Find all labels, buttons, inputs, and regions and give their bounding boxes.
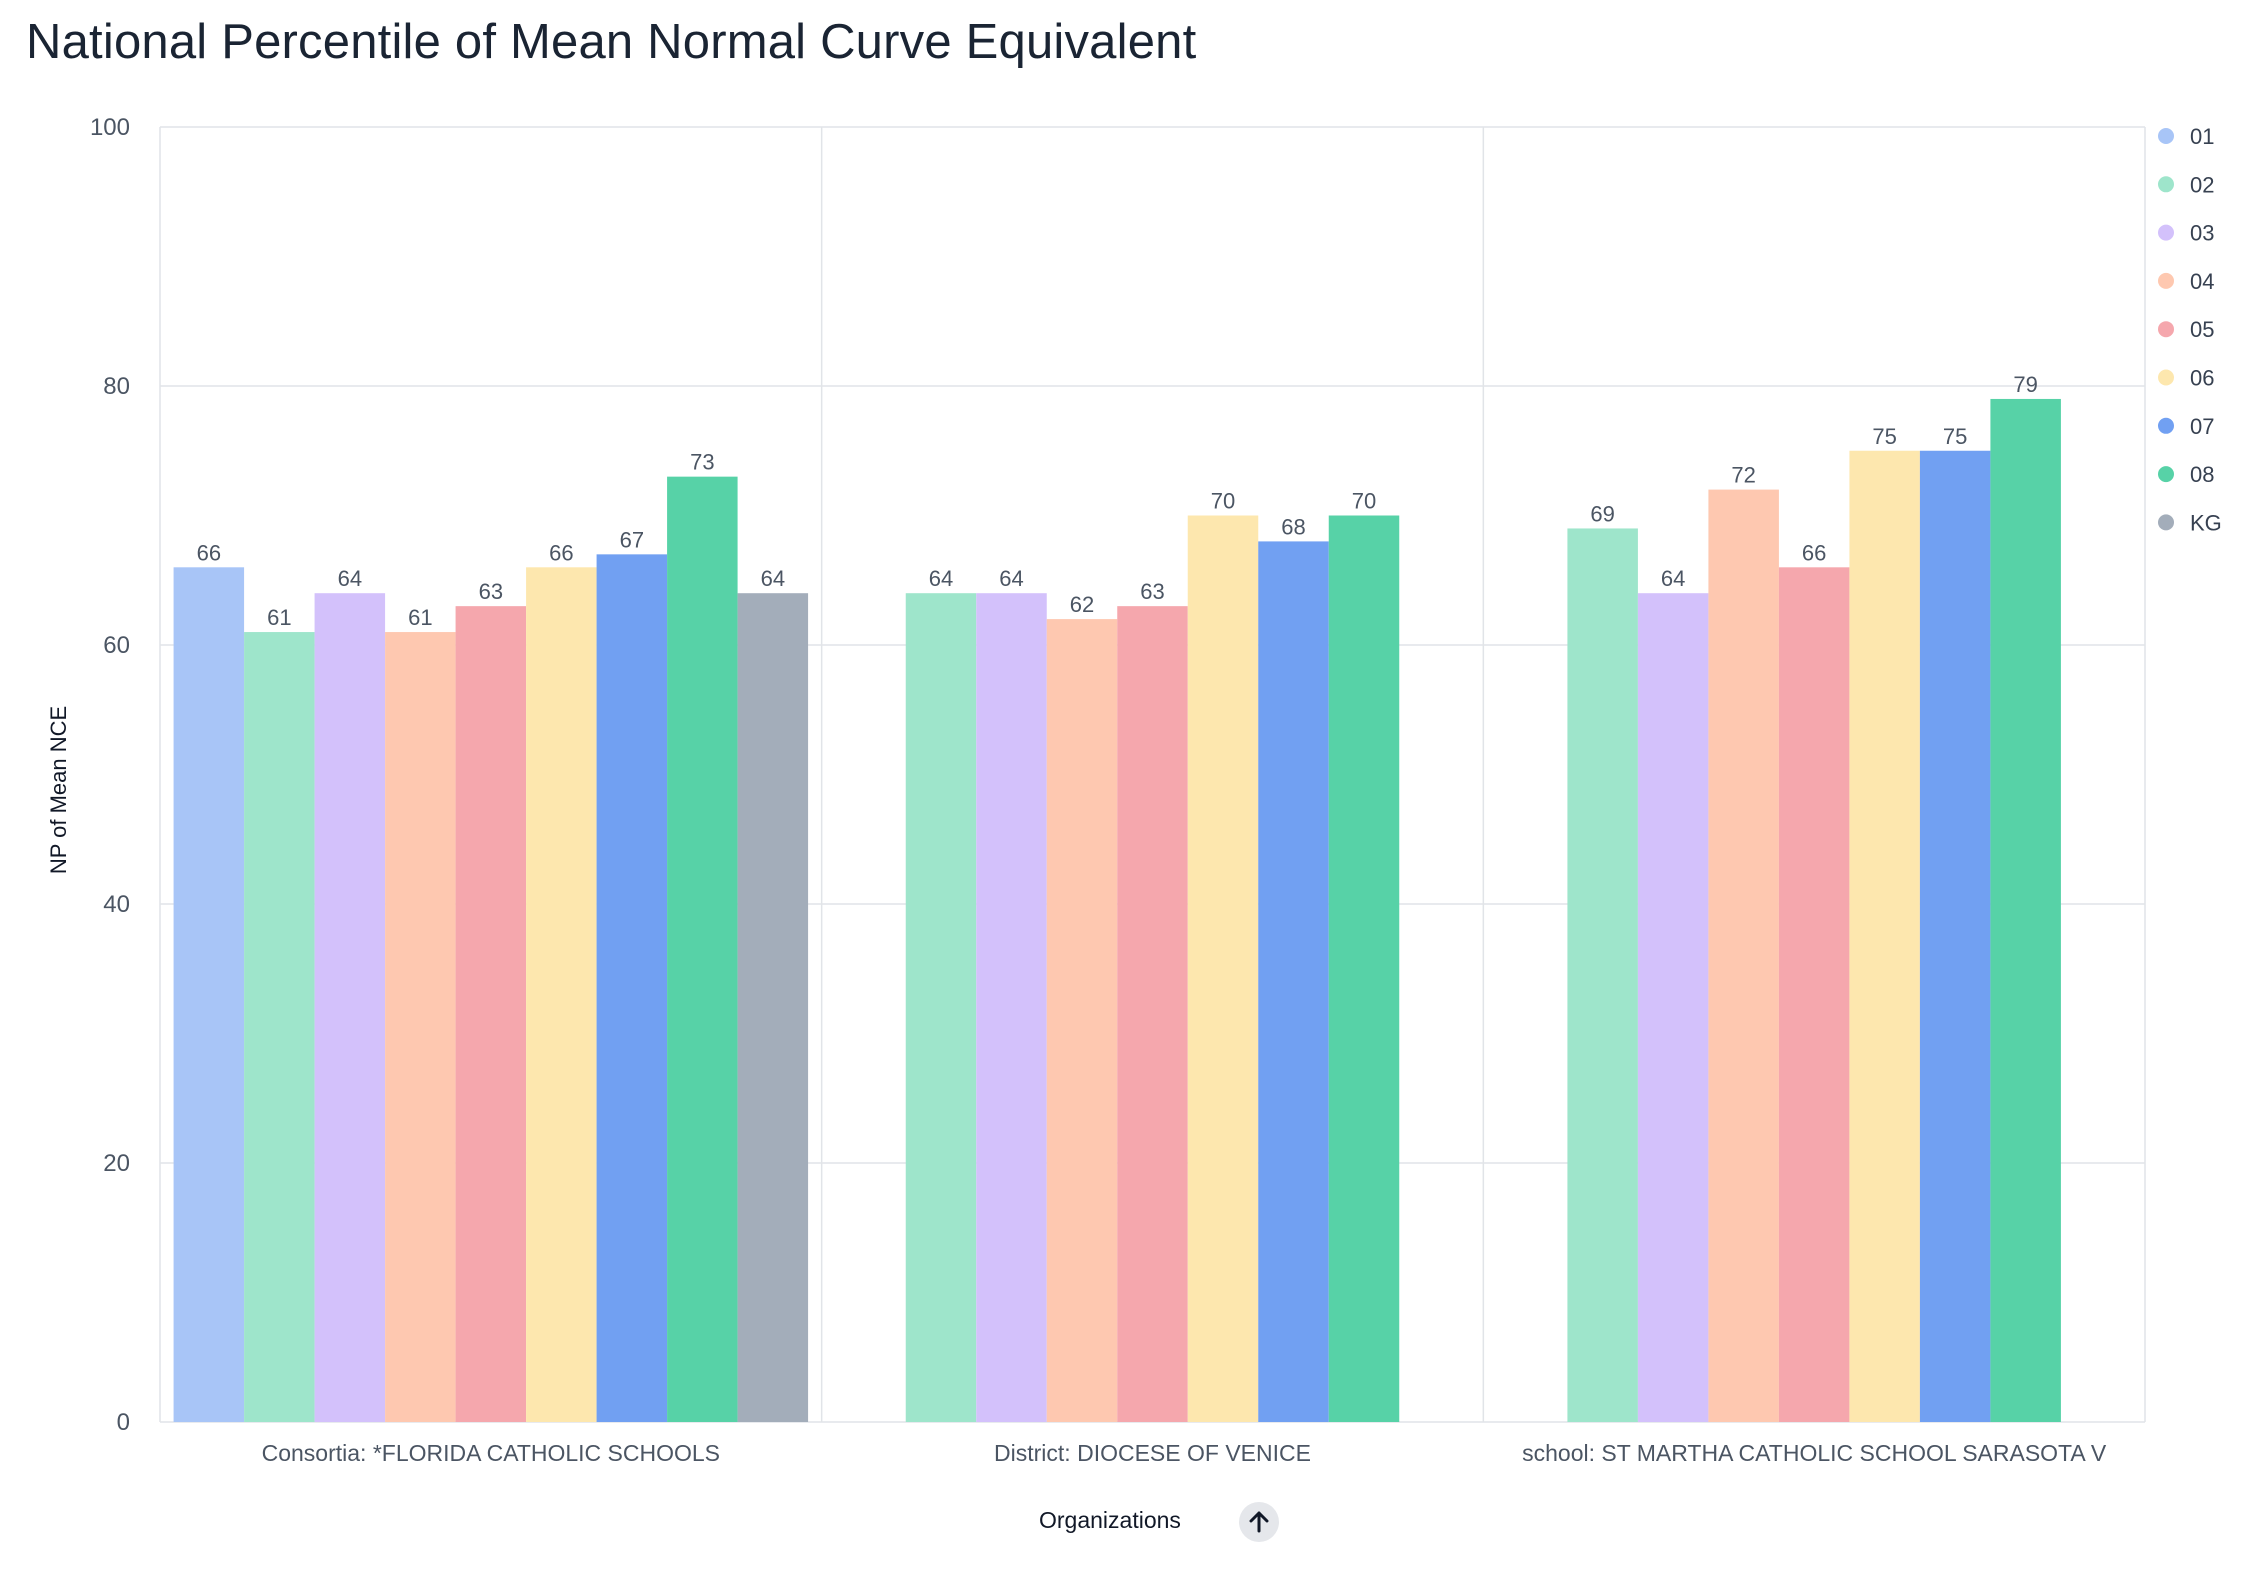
bar-05-0[interactable] [455,606,527,1422]
y-tick-label: 40 [103,891,130,918]
arrow-up-icon [1249,1511,1269,1533]
data-label: 68 [1281,514,1305,539]
bar-05-2[interactable] [1778,567,1850,1422]
bar-07-1[interactable] [1258,541,1329,1422]
bar-KG-0[interactable] [737,593,809,1422]
x-axis-categories: Consortia: *FLORIDA CATHOLIC SCHOOLS Dist… [262,1440,2107,1466]
bar-04-1[interactable] [1046,619,1118,1422]
data-label: 62 [1070,592,1094,617]
legend-label-KG[interactable]: KG [2190,510,2222,535]
legend-swatch-06[interactable] [2158,369,2174,386]
bar-08-0[interactable] [667,476,738,1422]
legend-swatch-07[interactable] [2158,417,2174,434]
bar-05-1[interactable] [1117,606,1188,1422]
data-label: 67 [620,527,644,552]
y-axis-title: NP of Mean NCE [46,706,71,874]
legend-swatch-KG[interactable] [2158,514,2174,531]
bar-02-1[interactable] [905,593,977,1422]
bar-07-0[interactable] [596,554,668,1422]
data-label: 64 [761,566,785,591]
chart-title: National Percentile of Mean Normal Curve… [26,15,1197,69]
data-label: 64 [1661,566,1685,591]
data-labels: 66 61 64 61 63 66 67 73 64 64 64 62 63 70 68 70 69 64 72 66… [197,372,2038,630]
legend-label-07[interactable]: 07 [2190,414,2214,439]
legend-label-05[interactable]: 05 [2190,317,2214,342]
data-label: 73 [690,450,714,475]
y-tick-label: 100 [90,114,130,141]
bar-06-0[interactable] [526,567,597,1422]
data-label: 72 [1731,463,1755,488]
x-category-label: school: ST MARTHA CATHOLIC SCHOOL SARASO… [1522,1440,2107,1466]
legend-label-02[interactable]: 02 [2190,172,2214,197]
bars [173,398,2061,1423]
data-label: 64 [338,566,362,591]
legend-label-06[interactable]: 06 [2190,366,2214,391]
legend-swatch-01[interactable] [2158,128,2174,144]
x-category-label: District: DIOCESE OF VENICE [994,1440,1311,1466]
bar-01-0[interactable] [173,567,245,1422]
legend-label-01[interactable]: 01 [2190,124,2214,149]
bar-04-0[interactable] [385,632,456,1422]
legend-label-08[interactable]: 08 [2190,462,2214,487]
y-tick-label: 0 [117,1409,130,1436]
bar-06-1[interactable] [1187,515,1259,1423]
data-label: 70 [1211,489,1235,514]
data-label: 69 [1590,501,1614,526]
data-label: 66 [197,540,221,565]
y-tick-label: 80 [103,373,130,400]
data-label: 75 [1943,424,1967,449]
y-axis: 0 20 40 60 80 100 [90,114,130,1436]
bar-03-0[interactable] [314,593,386,1422]
data-label: 63 [1140,579,1164,604]
bar-03-2[interactable] [1637,593,1709,1422]
bar-07-2[interactable] [1919,450,1991,1422]
legend-swatch-05[interactable] [2158,321,2174,338]
data-label: 64 [929,566,953,591]
data-label: 61 [267,605,291,630]
bar-02-0[interactable] [244,632,315,1422]
y-tick-label: 20 [103,1150,130,1177]
legend: 01 02 03 04 05 06 07 08 KG [2158,124,2222,535]
data-label: 66 [549,540,573,565]
data-label: 70 [1352,489,1376,514]
x-axis-title: Organizations [1039,1507,1181,1533]
data-label: 63 [479,579,503,604]
bar-03-1[interactable] [976,593,1047,1422]
legend-label-04[interactable]: 04 [2190,269,2214,294]
data-label: 66 [1802,540,1826,565]
x-category-label: Consortia: *FLORIDA CATHOLIC SCHOOLS [262,1440,720,1466]
legend-swatch-02[interactable] [2158,176,2174,193]
data-label: 79 [2013,372,2037,397]
bar-08-1[interactable] [1328,515,1400,1423]
bar-02-2[interactable] [1567,528,1638,1422]
legend-swatch-08[interactable] [2158,466,2174,483]
legend-label-03[interactable]: 03 [2190,221,2214,246]
data-label: 61 [408,605,432,630]
sort-button[interactable] [1239,1502,1279,1542]
data-label: 75 [1872,424,1896,449]
y-tick-label: 60 [103,632,130,659]
bar-04-2[interactable] [1708,489,1779,1423]
data-label: 64 [999,566,1023,591]
bar-08-2[interactable] [1990,398,2061,1422]
legend-swatch-03[interactable] [2158,224,2174,241]
bar-06-2[interactable] [1849,450,1920,1422]
legend-swatch-04[interactable] [2158,272,2174,289]
